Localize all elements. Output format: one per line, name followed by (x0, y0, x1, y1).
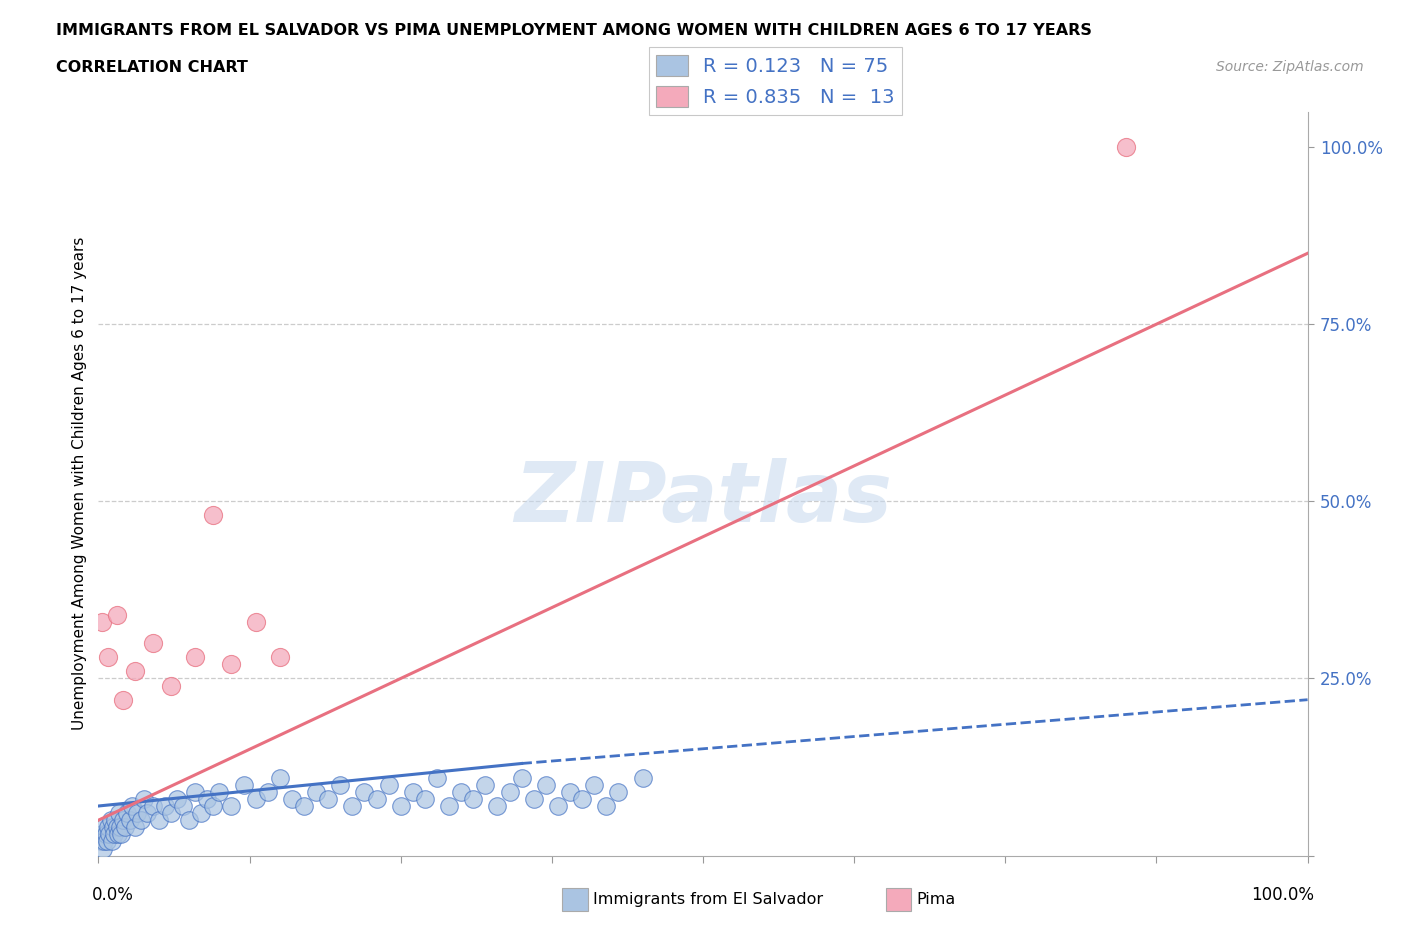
Point (202, 799, 225, 814)
Point (97, 820, 120, 835)
Y-axis label: Unemployment Among Women with Children Ages 6 to 17 years: Unemployment Among Women with Children A… (72, 237, 87, 730)
Point (245, 791, 267, 806)
Point (107, 827, 129, 842)
Point (100, 834, 122, 849)
Point (114, 820, 136, 835)
Point (232, 777, 254, 792)
Point (413, 791, 436, 806)
Point (103, 827, 125, 842)
Point (329, 777, 352, 792)
Point (342, 799, 364, 814)
Text: IMMIGRANTS FROM EL SALVADOR VS PIMA UNEMPLOYMENT AMONG WOMEN WITH CHILDREN AGES : IMMIGRANTS FROM EL SALVADOR VS PIMA UNEM… (56, 23, 1092, 38)
Point (111, 692, 134, 707)
Point (190, 805, 212, 820)
Point (316, 791, 339, 806)
Point (124, 664, 146, 679)
Point (463, 791, 485, 806)
Point (269, 770, 291, 785)
Point (93, 834, 115, 849)
Point (195, 791, 218, 806)
Point (134, 791, 156, 806)
Point (245, 615, 267, 630)
Point (437, 799, 460, 814)
Point (93, 820, 115, 835)
Text: 0.0%: 0.0% (91, 886, 134, 904)
Point (292, 799, 315, 814)
Point (1115, 140, 1137, 154)
Point (129, 813, 152, 828)
Point (101, 820, 124, 835)
Point (160, 678, 183, 693)
Point (366, 791, 388, 806)
Text: CORRELATION CHART: CORRELATION CHART (56, 60, 247, 75)
Point (184, 784, 207, 799)
Point (96, 834, 118, 849)
Point (94, 827, 117, 842)
Point (121, 799, 143, 814)
Point (108, 820, 131, 835)
Point (118, 813, 141, 828)
Point (111, 813, 134, 828)
Point (558, 784, 581, 799)
Text: 100.0%: 100.0% (1251, 886, 1315, 904)
Point (377, 777, 399, 792)
Point (631, 770, 654, 785)
Point (142, 799, 165, 814)
Point (179, 813, 201, 828)
Point (281, 791, 304, 806)
Point (160, 805, 183, 820)
Point (91, 615, 114, 630)
Point (202, 508, 225, 523)
Point (523, 791, 546, 806)
Point (153, 799, 176, 814)
Point (607, 784, 630, 799)
Point (97, 650, 120, 665)
Point (135, 805, 157, 820)
Point (389, 799, 412, 814)
Point (256, 784, 278, 799)
Point (547, 799, 569, 814)
Point (305, 784, 328, 799)
Point (166, 791, 188, 806)
Point (127, 805, 149, 820)
Point (108, 805, 131, 820)
Point (91, 841, 114, 856)
Point (105, 607, 128, 622)
Point (172, 799, 194, 814)
Point (353, 784, 375, 799)
Text: ZIPatlas: ZIPatlas (515, 458, 891, 539)
Text: Source: ZipAtlas.com: Source: ZipAtlas.com (1216, 60, 1364, 74)
Text: Pima: Pima (917, 892, 956, 907)
Point (269, 650, 291, 665)
Point (426, 770, 449, 785)
Point (124, 820, 146, 835)
Point (583, 777, 606, 792)
Point (117, 805, 139, 820)
Legend: R = 0.123   N = 75, R = 0.835   N =  13: R = 0.123 N = 75, R = 0.835 N = 13 (648, 46, 903, 114)
Point (148, 813, 170, 828)
Point (498, 784, 520, 799)
Point (571, 791, 593, 806)
Point (91, 827, 114, 842)
Point (402, 784, 425, 799)
Point (110, 827, 132, 842)
Point (98, 827, 121, 842)
Point (100, 813, 122, 828)
Point (221, 657, 243, 671)
Text: Immigrants from El Salvador: Immigrants from El Salvador (593, 892, 824, 907)
Point (510, 770, 533, 785)
Point (486, 799, 509, 814)
Point (90, 834, 112, 849)
Point (450, 784, 472, 799)
Point (142, 635, 165, 650)
Point (534, 777, 557, 792)
Point (208, 784, 231, 799)
Point (105, 820, 128, 835)
Point (221, 799, 243, 814)
Point (474, 777, 496, 792)
Point (595, 799, 617, 814)
Point (104, 813, 127, 828)
Point (184, 650, 207, 665)
